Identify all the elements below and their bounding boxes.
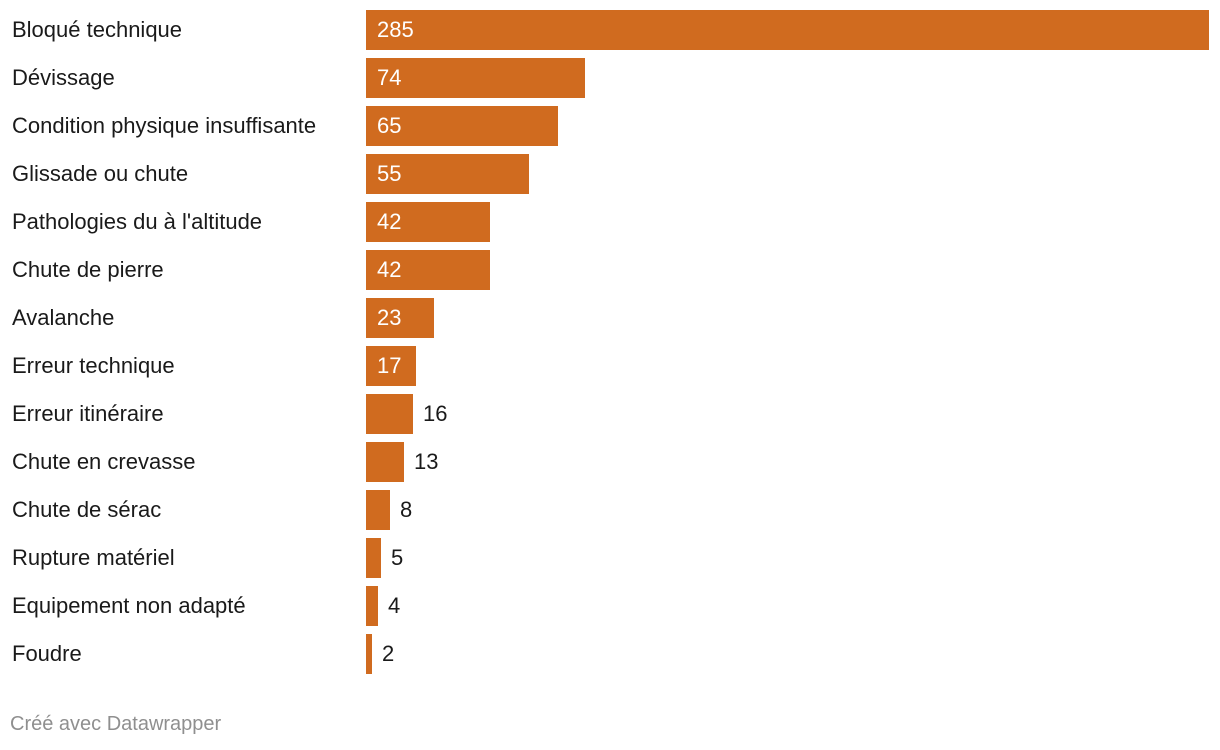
bar [366,58,585,98]
category-label: Condition physique insuffisante [12,113,317,138]
value-label: 2 [382,641,395,666]
category-label: Chute en crevasse [12,449,196,474]
category-label: Rupture matériel [12,545,175,570]
bar [366,154,529,194]
value-label: 16 [423,401,448,426]
category-label: Equipement non adapté [12,593,246,618]
bar-chart: Bloqué technique 285 Dévissage 74 Condition … [12,10,1209,674]
bar [366,250,490,290]
value-label: 13 [414,449,439,474]
bar [366,394,413,434]
value-label: 65 [377,113,402,138]
value-label: 23 [377,305,402,330]
bar [366,490,390,530]
bar [366,442,404,482]
value-label: 17 [377,353,402,378]
value-label: 5 [391,545,404,570]
value-label: 74 [377,65,402,90]
category-label: Avalanche [12,305,115,330]
bar [366,538,381,578]
value-label: 8 [400,497,413,522]
category-label: Dévissage [12,65,115,90]
bar [366,298,434,338]
category-label: Chute de sérac [12,497,162,522]
category-label: Glissade ou chute [12,161,189,186]
category-label: Erreur itinéraire [12,401,164,426]
category-label: Bloqué technique [12,17,183,42]
bar [366,10,1209,50]
bar [366,346,416,386]
bar [366,634,372,674]
category-label: Foudre [12,641,82,666]
bar [366,106,558,146]
value-label: 4 [388,593,401,618]
value-label: 285 [377,17,414,42]
value-label: 55 [377,161,402,186]
category-label: Chute de pierre [12,257,164,282]
datawrapper-credit: Créé avec Datawrapper [10,713,222,735]
bar [366,202,490,242]
value-label: 42 [377,209,402,234]
category-label: Pathologies du à l'altitude [12,209,263,234]
bar [366,586,378,626]
value-label: 42 [377,257,402,282]
category-label: Erreur technique [12,353,175,378]
